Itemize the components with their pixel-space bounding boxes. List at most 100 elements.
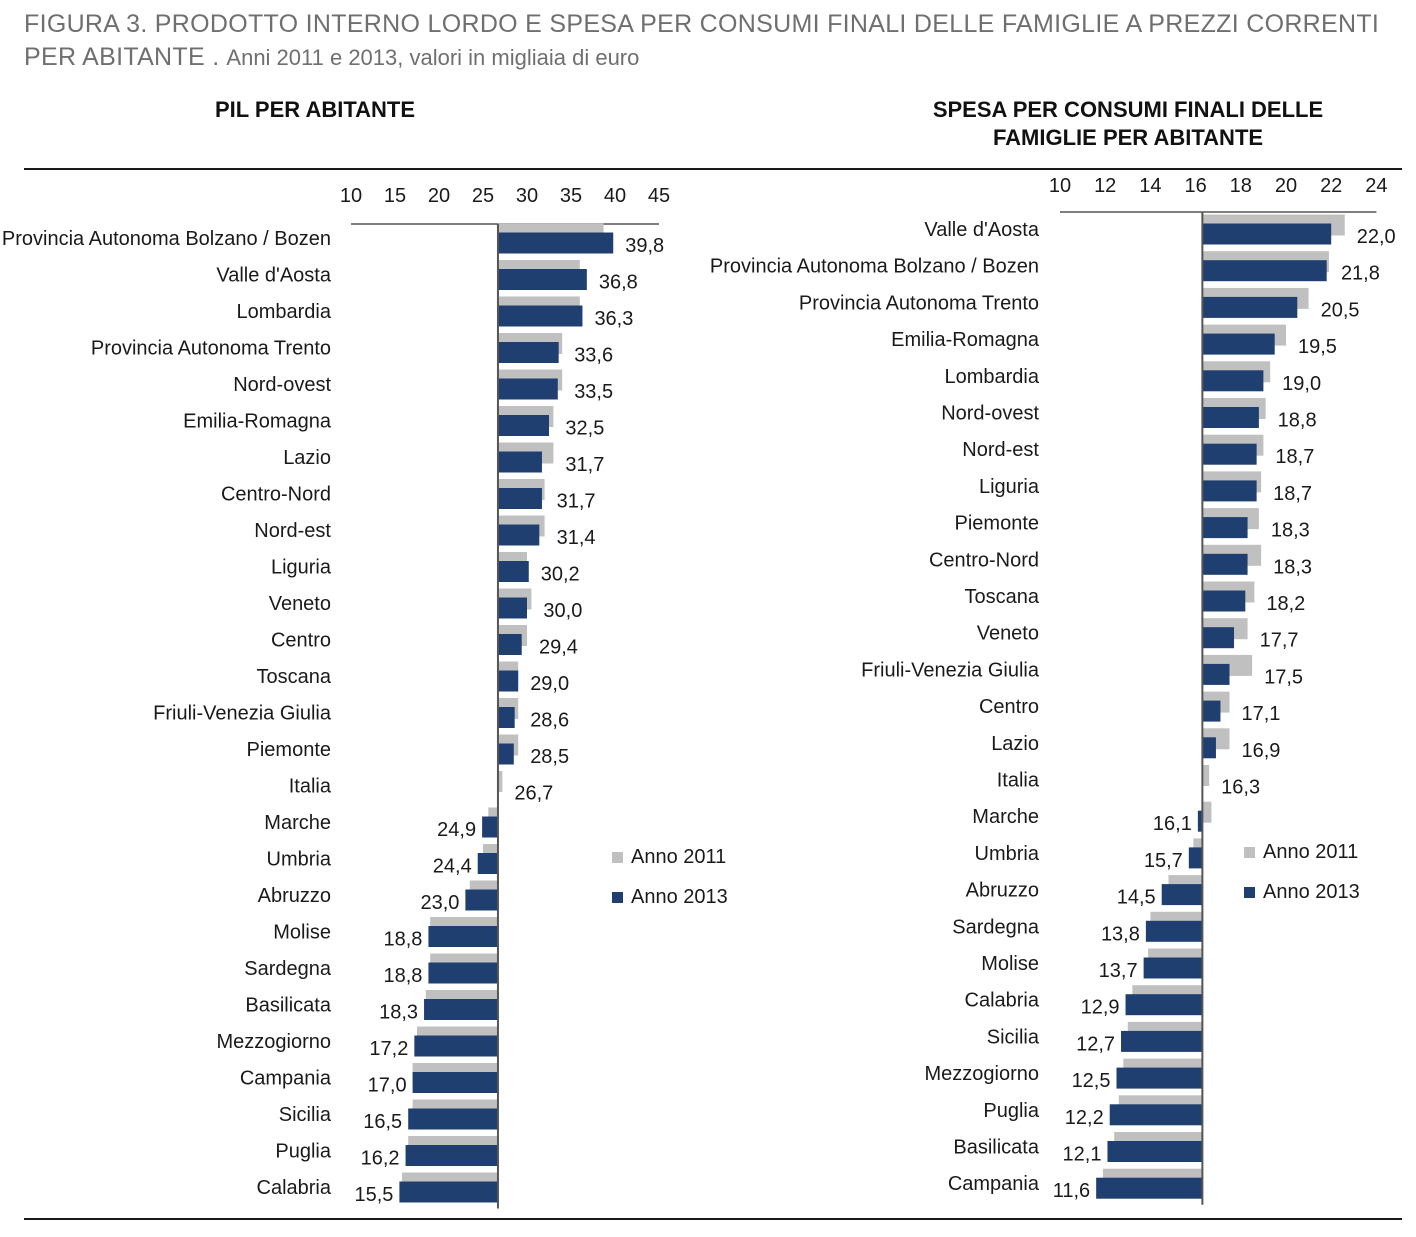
spesa-bar-2013: [1202, 627, 1235, 649]
spesa-bar-2013: [1202, 223, 1332, 245]
pil-data-label: 28,6: [530, 710, 569, 732]
figure-title-sub: Anni 2011 e 2013, valori in migliaia di …: [226, 45, 640, 70]
pil-bar-2013: [497, 670, 519, 692]
pil-data-label: 31,7: [565, 454, 604, 476]
spesa-category-label: Centro: [979, 696, 1039, 718]
pil-category-label: Abruzzo: [258, 885, 331, 907]
spesa-bar-2013: [1202, 700, 1221, 722]
pil-data-label: 15,5: [354, 1184, 393, 1206]
pil-category-label: Campania: [240, 1068, 332, 1090]
spesa-bar-2011: [1202, 801, 1212, 823]
spesa-data-label: 14,5: [1117, 887, 1156, 909]
pil-tick-label: 45: [648, 185, 670, 207]
spesa-data-label: 21,8: [1341, 263, 1380, 285]
pil-data-label: 16,5: [363, 1111, 402, 1133]
spesa-tick-label: 18: [1230, 175, 1252, 197]
spesa-bar-2013: [1107, 1141, 1203, 1162]
pil-category-label: Provincia Autonoma Trento: [91, 338, 331, 360]
spesa-data-label: 18,3: [1271, 520, 1310, 542]
pil-data-label: 30,2: [541, 564, 580, 586]
pil-data-label: 18,8: [384, 929, 423, 951]
pil-data-label: 30,0: [543, 600, 582, 622]
legend-swatch-2013: [612, 891, 623, 903]
pil-data-label: 29,4: [539, 637, 578, 659]
pil-category-label: Liguria: [271, 557, 332, 579]
spesa-bar-2011: [1202, 765, 1210, 786]
pil-bar-2013: [399, 1181, 498, 1203]
spesa-bar-2013: [1202, 333, 1275, 355]
pil-bar-2013: [497, 415, 549, 436]
spesa-data-label: 18,8: [1278, 410, 1317, 432]
pil-data-label: 28,5: [530, 746, 569, 768]
pil-data-label: 24,4: [433, 856, 472, 878]
figure-title-main: FIGURA 3. PRODOTTO INTERNO LORDO E SPESA…: [24, 10, 1380, 71]
spesa-tick-label: 22: [1320, 175, 1342, 197]
pil-category-label: Centro: [271, 630, 331, 652]
spesa-tick-label: 24: [1365, 175, 1387, 197]
spesa-bar-2013: [1202, 260, 1327, 282]
pil-category-label: Basilicata: [245, 995, 331, 1017]
pil-category-label: Nord-est: [254, 520, 331, 542]
pil-tick-label: 15: [384, 185, 406, 207]
pil-category-label: Veneto: [269, 593, 331, 615]
spesa-category-label: Nord-ovest: [941, 403, 1039, 425]
spesa-tick-label: 10: [1049, 175, 1071, 197]
spesa-data-label: 17,5: [1264, 666, 1303, 688]
pil-bar-2013: [497, 524, 540, 546]
spesa-data-label: 12,7: [1076, 1033, 1115, 1055]
legend-label-2011: Anno 2011: [631, 845, 727, 868]
spesa-bar-2013: [1202, 480, 1257, 502]
spesa-category-label: Calabria: [965, 990, 1040, 1012]
spesa-category-label: Friuli-Venezia Giulia: [861, 659, 1040, 681]
spesa-category-label: Sardegna: [952, 916, 1040, 938]
spesa-bar-2013: [1125, 994, 1203, 1016]
pil-data-label: 31,4: [557, 527, 596, 549]
pil-data-label: 16,2: [361, 1148, 400, 1170]
pil-bar-2013: [428, 926, 498, 947]
pil-category-label: Centro-Nord: [221, 484, 331, 506]
spesa-chart: 10 12 14 16 18 20 22 24 Valle d'Aosta 22,0 Provinc…: [710, 175, 1396, 1205]
pil-bar-2013: [497, 743, 514, 765]
spesa-bar-2013: [1202, 407, 1259, 428]
pil-data-label: 33,6: [574, 345, 613, 367]
spesa-category-label: Basilicata: [953, 1137, 1039, 1159]
spesa-data-label: 17,1: [1242, 703, 1281, 725]
spesa-data-label: 18,3: [1273, 556, 1312, 578]
spesa-data-label: 15,7: [1144, 850, 1183, 872]
pil-data-label: 17,0: [368, 1075, 407, 1097]
spesa-data-label: 19,0: [1282, 373, 1321, 395]
pil-category-label: Emilia-Romagna: [183, 411, 332, 433]
pil-bar-2013: [405, 1145, 498, 1166]
spesa-data-label: 16,3: [1221, 777, 1260, 799]
top-rule: [24, 168, 1402, 170]
pil-bar-2013: [408, 1108, 498, 1130]
spesa-bar-2013: [1202, 553, 1248, 575]
pil-category-label: Umbria: [267, 849, 332, 871]
pil-category-label: Calabria: [257, 1177, 332, 1199]
spesa-category-label: Valle d'Aosta: [924, 219, 1040, 241]
spesa-data-label: 19,5: [1298, 336, 1337, 358]
pil-data-label: 36,8: [599, 272, 638, 294]
spesa-data-label: 18,7: [1273, 483, 1312, 505]
spesa-data-label: 18,2: [1266, 593, 1305, 615]
pil-data-label: 29,0: [530, 673, 569, 695]
spesa-bar-2013: [1143, 957, 1203, 979]
spesa-bar-2013: [1202, 663, 1230, 685]
spesa-bar-2013: [1202, 296, 1298, 318]
spesa-data-label: 13,7: [1099, 960, 1138, 982]
legend-label-2013: Anno 2013: [1263, 880, 1360, 903]
spesa-category-label: Umbria: [975, 843, 1040, 865]
spesa-data-label: 16,1: [1153, 813, 1192, 835]
spesa-data-label: 16,9: [1242, 740, 1281, 762]
spesa-category-label: Veneto: [977, 623, 1039, 645]
pil-bar-2013: [424, 999, 498, 1020]
spesa-category-label: Mezzogiorno: [924, 1063, 1039, 1085]
pil-chart: 10 15 20 25 30 35 40 45 Provincia Autonoma Bolza…: [2, 185, 670, 1209]
pil-tick-label: 25: [472, 185, 494, 207]
legend-swatch-2011: [1244, 846, 1255, 858]
spesa-category-label: Nord-est: [962, 439, 1039, 461]
pil-category-label: Piemonte: [247, 739, 332, 761]
pil-legend-item-2011: Anno 2011: [612, 845, 728, 868]
pil-tick-label: 30: [516, 185, 538, 207]
spesa-panel-title: SPESA PER CONSUMI FINALI DELLE FAMIGLIE …: [932, 97, 1324, 150]
